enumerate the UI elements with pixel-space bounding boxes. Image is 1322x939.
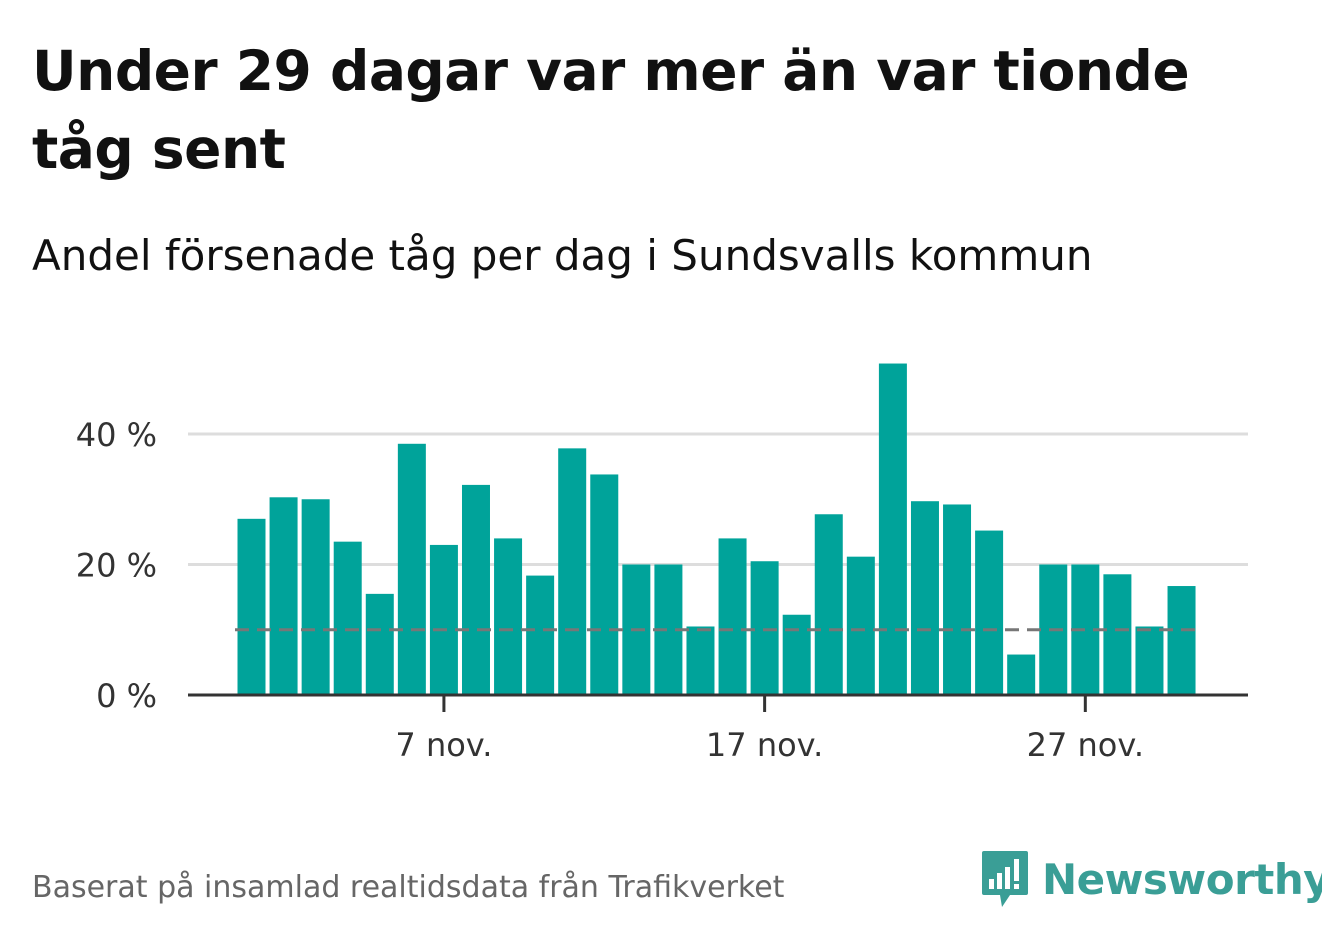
y-tick-label: 0 % <box>96 677 157 715</box>
bar-1nov <box>237 518 266 695</box>
bar-23nov <box>943 504 972 695</box>
y-tick-label: 40 % <box>76 416 157 454</box>
bar-18nov <box>782 614 811 695</box>
bar-30nov <box>1167 586 1196 695</box>
bar-24nov <box>975 530 1004 695</box>
bar-chart: 0 % 20 % 40 % 7 nov. 17 nov. 27 nov. <box>76 363 1248 764</box>
bar-21nov <box>878 363 907 695</box>
bar-5nov <box>365 593 394 695</box>
bar-4nov <box>333 541 362 695</box>
chart-title: Under 29 dagar var mer än var tionde tåg… <box>32 39 1190 181</box>
bar-15nov <box>686 626 715 695</box>
bar-29nov <box>1135 626 1164 695</box>
newsworthy-logo-icon <box>982 851 1028 907</box>
bar-12nov <box>590 474 619 695</box>
bar-10nov <box>526 575 555 695</box>
source-note: Baserat på insamlad realtidsdata från Tr… <box>32 870 785 905</box>
bar-3nov <box>301 499 330 695</box>
bar-11nov <box>558 448 587 695</box>
bar-9nov <box>494 538 523 695</box>
bar-2nov <box>269 497 298 695</box>
x-tick-label: 7 nov. <box>395 726 492 764</box>
brand-logo: Newsworthy <box>980 848 1322 910</box>
bar-20nov <box>846 556 875 695</box>
x-tick-label: 17 nov. <box>706 726 823 764</box>
bar-22nov <box>910 501 939 695</box>
bar-19nov <box>814 514 843 695</box>
bar-6nov <box>397 443 426 695</box>
chart-subtitle: Andel försenade tåg per dag i Sundsvalls… <box>32 231 1093 280</box>
bar-16nov <box>718 538 747 695</box>
bar-8nov <box>461 484 490 695</box>
brand-name: Newsworthy <box>1042 854 1322 904</box>
bar-17nov <box>750 561 779 695</box>
y-tick-label: 20 % <box>76 547 157 585</box>
x-tick-label: 27 nov. <box>1027 726 1144 764</box>
bar-7nov <box>429 544 458 695</box>
bar-28nov <box>1103 574 1132 695</box>
bar-25nov <box>1007 654 1036 695</box>
